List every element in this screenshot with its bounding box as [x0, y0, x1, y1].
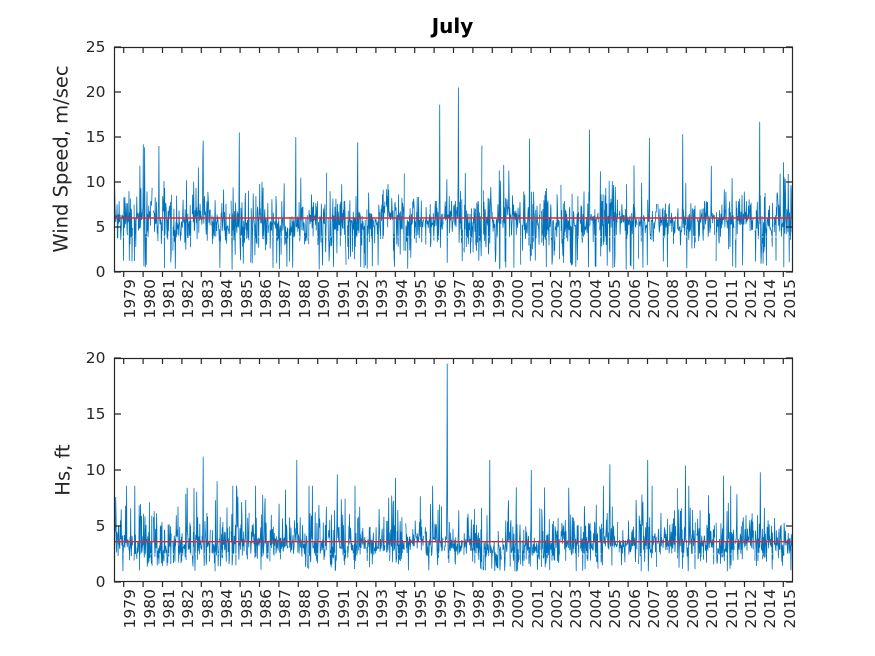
wind-speed-x-tick-label: 1987 — [276, 279, 295, 319]
wind-speed-x-tick-label: 1984 — [218, 279, 237, 319]
hs-y-tick-label: 0 — [95, 573, 106, 591]
hs-x-tick-label: 2010 — [703, 589, 722, 629]
hs-x-tick-label: 2002 — [548, 589, 566, 629]
hs-x-tick-label: 1997 — [451, 589, 469, 629]
wind-speed-x-tick-label: 1986 — [257, 279, 275, 319]
wind-speed-x-tick-label: 2008 — [664, 279, 683, 319]
wind-speed-y-tick-label: 20 — [85, 83, 106, 101]
wind-speed-axis-box — [113, 46, 793, 273]
hs-y-tick-label: 15 — [85, 405, 106, 423]
wind-speed-x-tick-label: 1980 — [140, 279, 159, 319]
hs-x-tick-label: 2004 — [586, 589, 605, 629]
hs-y-tick-label: 10 — [85, 461, 106, 479]
hs-x-tick-label: 2005 — [606, 589, 625, 629]
wind-speed-y-tick-label: 5 — [95, 218, 106, 236]
chart-title: July — [431, 14, 474, 38]
wind-speed-x-tick-label: 1991 — [334, 279, 353, 319]
hs-x-tick-label: 2007 — [645, 589, 663, 629]
wind-speed-x-tick-label: 1993 — [373, 279, 392, 319]
wind-speed-series — [113, 87, 793, 270]
hs-x-tick-label: 2001 — [528, 589, 547, 629]
wind-speed-x-tick-label: 2000 — [509, 279, 528, 319]
hs-x-tick-label: 1985 — [237, 589, 256, 629]
hs-x-tick-label: 1987 — [276, 589, 295, 629]
wind-speed-x-tick-label: 2010 — [703, 279, 722, 319]
wind-speed-x-tick-label: 1996 — [431, 279, 450, 319]
hs-tick-marks — [113, 357, 793, 587]
wind-speed-x-tick-label: 1983 — [198, 279, 217, 319]
hs-x-tick-label: 1996 — [431, 589, 450, 629]
wind-speed-x-tick-label: 1988 — [295, 279, 314, 319]
wind-speed-x-tick-label: 2006 — [625, 279, 644, 319]
wind-speed-x-tick-label: 1997 — [451, 279, 469, 319]
wind-speed-x-tick-label: 2007 — [645, 279, 663, 319]
hs-x-tick-label: 2008 — [664, 589, 683, 629]
wind-speed-x-tick-label: 1998 — [470, 279, 489, 319]
wind-speed-x-tick-label: 1999 — [489, 279, 508, 319]
hs-x-tick-label: 1999 — [489, 589, 508, 629]
wind-speed-x-tick-label: 1985 — [237, 279, 256, 319]
hs-x-tick-label: 1991 — [334, 589, 353, 629]
hs-x-tick-label: 1992 — [354, 589, 372, 629]
hs-x-tick-label: 1979 — [121, 589, 140, 629]
hs-series — [113, 363, 793, 572]
hs-plot-area — [113, 357, 793, 587]
hs-x-tick-label: 1983 — [198, 589, 217, 629]
wind-speed-x-tick-label: 1979 — [121, 279, 140, 319]
hs-x-tick-label: 1984 — [218, 589, 237, 629]
wind-speed-y-tick-label: 0 — [95, 263, 106, 281]
hs-x-tick-label: 1988 — [295, 589, 314, 629]
wind-speed-x-tick-label: 2014 — [761, 279, 780, 319]
hs-x-tick-label: 1981 — [160, 589, 178, 629]
hs-x-tick-label: 1994 — [392, 589, 411, 629]
hs-x-tick-label: 2006 — [625, 589, 644, 629]
wind-speed-x-tick-label: 2011 — [722, 279, 741, 319]
hs-x-tick-label: 2000 — [509, 589, 528, 629]
hs-y-tick-label: 5 — [95, 517, 106, 535]
hs-x-tick-label: 1998 — [470, 589, 489, 629]
hs-x-tick-label: 1993 — [373, 589, 392, 629]
wind-speed-x-tick-label: 2002 — [548, 279, 566, 319]
wind-speed-x-tick-label: 2004 — [586, 279, 605, 319]
hs-x-tick-label: 2003 — [567, 589, 586, 629]
wind-speed-x-tick-label: 1990 — [315, 279, 334, 319]
wind-speed-x-tick-label: 1994 — [392, 279, 411, 319]
hs-x-tick-label: 2012 — [742, 589, 760, 629]
hs-x-tick-label: 2014 — [761, 589, 780, 629]
hs-y-tick-label: 20 — [85, 349, 106, 367]
wind-speed-x-tick-label: 1992 — [354, 279, 372, 319]
hs-x-tick-label: 1990 — [315, 589, 334, 629]
wind-speed-x-tick-label: 2003 — [567, 279, 586, 319]
wind-speed-tick-marks — [113, 46, 793, 277]
hs-x-tick-label: 2009 — [683, 589, 702, 629]
hs-x-tick-label: 1986 — [257, 589, 275, 629]
hs-x-tick-label: 1982 — [179, 589, 198, 629]
wind-speed-x-tick-label: 2015 — [780, 279, 799, 319]
wind-speed-x-tick-label: 2012 — [742, 279, 760, 319]
wind-speed-x-tick-label: 1981 — [160, 279, 178, 319]
hs-x-tick-label: 2015 — [780, 589, 799, 629]
wind-speed-x-tick-label: 1982 — [179, 279, 198, 319]
wind-speed-plot-area — [113, 46, 793, 277]
hs-x-tick-label: 2011 — [722, 589, 741, 629]
wind-speed-x-tick-label: 1995 — [412, 279, 431, 319]
wind-speed-x-tick-label: 2009 — [683, 279, 702, 319]
wind-speed-x-tick-label: 2001 — [528, 279, 547, 319]
hs-x-tick-label: 1980 — [140, 589, 159, 629]
hs-x-tick-label: 1995 — [412, 589, 431, 629]
wind-speed-x-tick-label: 2005 — [606, 279, 625, 319]
wind-speed-y-tick-label: 15 — [85, 128, 106, 146]
wind-speed-y-tick-label: 10 — [85, 173, 106, 191]
wind-speed-y-tick-label: 25 — [85, 38, 106, 56]
